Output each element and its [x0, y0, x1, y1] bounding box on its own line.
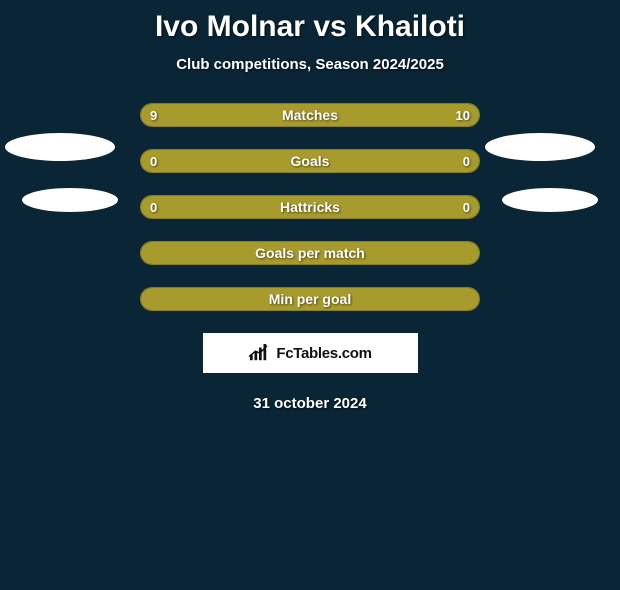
bar-fill-right: [300, 104, 479, 126]
stat-value-left: 9: [150, 103, 157, 127]
bar-track: [140, 195, 480, 219]
bar-fill-left: [141, 150, 479, 172]
stat-row: 9 Matches 10: [140, 103, 480, 127]
stat-value-right: 0: [463, 149, 470, 173]
bar-fill-left: [141, 242, 479, 264]
stat-row: 0 Goals 0: [140, 149, 480, 173]
bar-track: [140, 287, 480, 311]
stat-value-left: 0: [150, 195, 157, 219]
stats-bars: 9 Matches 10 0 Goals 0 0 Hattricks 0 Goa…: [140, 103, 480, 311]
bar-track: [140, 149, 480, 173]
page-subtitle: Club competitions, Season 2024/2025: [0, 56, 620, 73]
bar-fill-left: [141, 288, 479, 310]
barchart-icon: [248, 344, 270, 362]
stat-value-left: 0: [150, 149, 157, 173]
stat-row: Goals per match: [140, 241, 480, 265]
stat-row: 0 Hattricks 0: [140, 195, 480, 219]
brand-text: FcTables.com: [276, 345, 371, 362]
avatar-ellipse: [5, 133, 115, 161]
bar-fill-left: [141, 196, 479, 218]
stat-value-right: 10: [456, 103, 470, 127]
avatar-ellipse: [485, 133, 595, 161]
bar-fill-left: [141, 104, 300, 126]
bar-track: [140, 103, 480, 127]
date-label: 31 october 2024: [0, 395, 620, 412]
brand-badge: FcTables.com: [203, 333, 418, 373]
bar-track: [140, 241, 480, 265]
avatar-ellipse: [502, 188, 598, 212]
stat-value-right: 0: [463, 195, 470, 219]
avatar-ellipse: [22, 188, 118, 212]
stat-row: Min per goal: [140, 287, 480, 311]
page-title: Ivo Molnar vs Khailoti: [0, 10, 620, 44]
